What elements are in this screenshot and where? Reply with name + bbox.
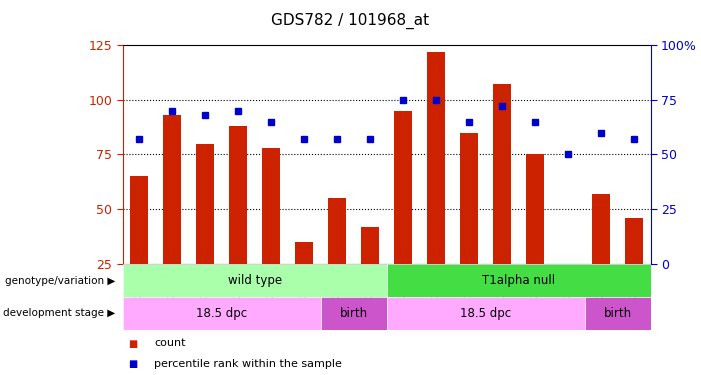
Bar [262, 148, 280, 264]
Bar [394, 111, 412, 264]
Bar [387, 264, 651, 297]
Bar [625, 218, 643, 264]
Bar [328, 198, 346, 264]
Bar [460, 133, 478, 264]
Bar [163, 115, 182, 264]
Text: percentile rank within the sample: percentile rank within the sample [154, 359, 342, 369]
Bar [526, 154, 544, 264]
Bar [361, 227, 379, 264]
Bar [592, 194, 610, 264]
Text: wild type: wild type [228, 274, 282, 287]
Text: genotype/variation ▶: genotype/variation ▶ [6, 276, 116, 285]
Text: count: count [154, 339, 186, 348]
Bar [559, 264, 577, 286]
Text: T1alpha null: T1alpha null [482, 274, 555, 287]
Bar [196, 144, 215, 264]
Bar [229, 126, 247, 264]
Bar [585, 297, 651, 330]
Text: birth: birth [604, 307, 632, 320]
Text: ■: ■ [128, 359, 138, 369]
Text: 18.5 dpc: 18.5 dpc [196, 307, 247, 320]
Bar [123, 264, 387, 297]
Text: development stage ▶: development stage ▶ [4, 309, 116, 318]
Bar [130, 176, 148, 264]
Bar [493, 84, 511, 264]
Text: birth: birth [339, 307, 367, 320]
Bar [387, 297, 585, 330]
Text: ■: ■ [128, 339, 138, 348]
Bar [123, 297, 320, 330]
Text: 18.5 dpc: 18.5 dpc [460, 307, 511, 320]
Bar [295, 242, 313, 264]
Bar [320, 297, 387, 330]
Text: GDS782 / 101968_at: GDS782 / 101968_at [271, 13, 430, 29]
Bar [427, 52, 445, 264]
